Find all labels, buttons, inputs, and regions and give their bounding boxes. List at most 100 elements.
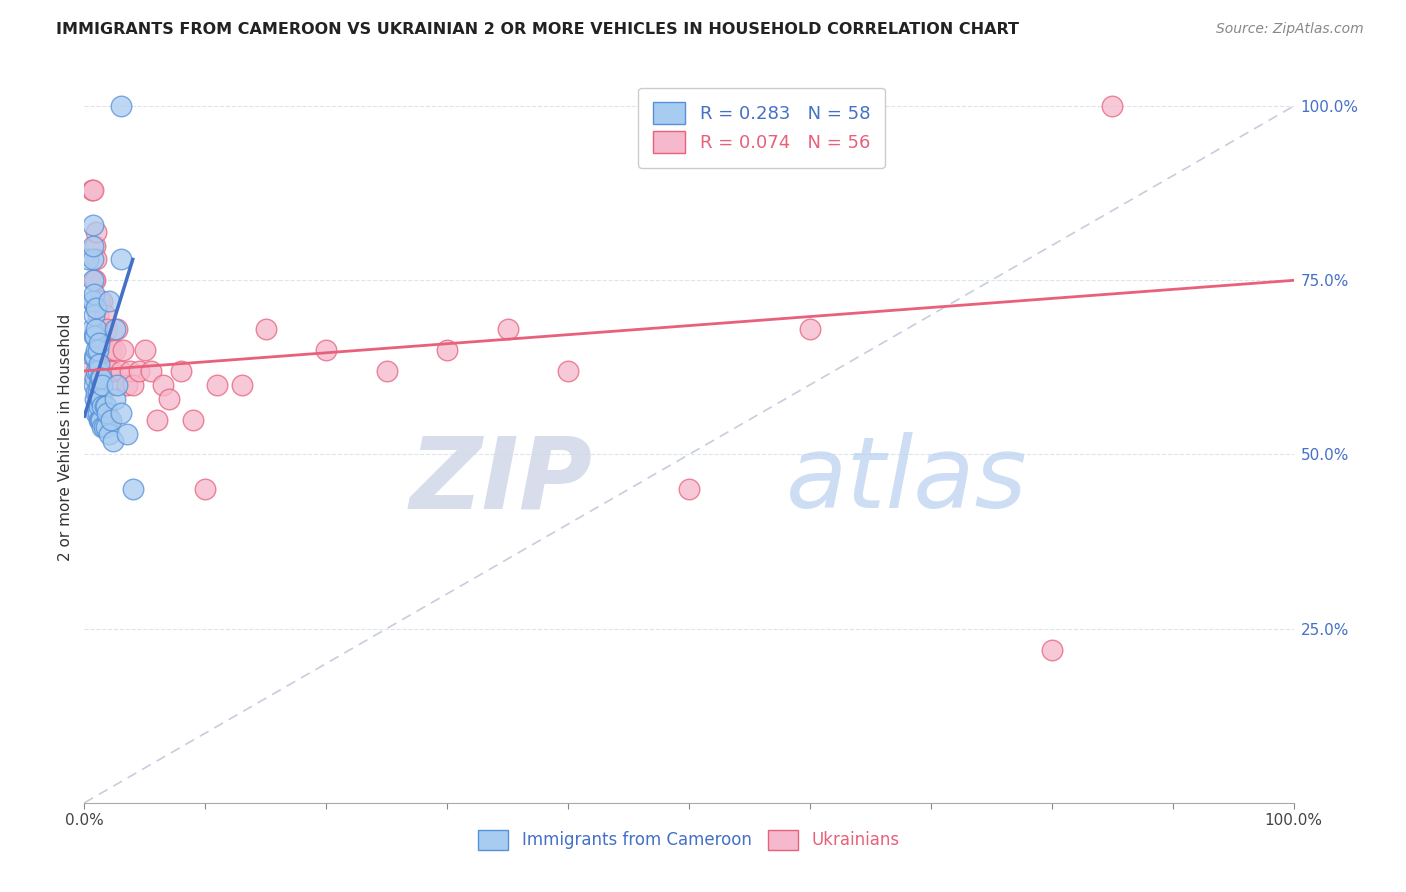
Point (170, 364, 193, 378)
Point (315, 343, 337, 357)
Point (91, 399, 114, 413)
Point (678, 483, 700, 497)
Point (181, 412, 204, 426)
Point (89, 392, 111, 406)
Point (121, 483, 143, 497)
Point (94, 412, 117, 426)
Point (89, 412, 111, 426)
Point (82, 218, 104, 232)
Point (94, 399, 117, 413)
Point (80, 183, 103, 197)
Point (82, 183, 104, 197)
Point (110, 364, 132, 378)
Point (96, 322, 118, 336)
Point (90, 412, 112, 426)
Point (104, 343, 127, 357)
Point (91, 392, 114, 406)
Point (86, 225, 108, 239)
Text: atlas: atlas (786, 433, 1028, 530)
Point (83, 350, 105, 364)
Point (91, 419, 114, 434)
Point (82, 294, 104, 309)
Point (83, 377, 105, 392)
Point (104, 392, 127, 406)
Point (496, 322, 519, 336)
Point (86, 406, 108, 420)
Point (157, 392, 180, 406)
Point (103, 434, 125, 448)
Point (96, 406, 118, 420)
Point (84, 350, 107, 364)
Point (86, 364, 108, 378)
Point (83, 294, 105, 309)
Point (83, 273, 105, 287)
Point (112, 343, 135, 357)
Point (98, 377, 121, 392)
Point (84, 238, 107, 252)
Point (86, 384, 108, 399)
Point (94, 399, 117, 413)
Point (80, 322, 103, 336)
Point (100, 412, 122, 426)
Point (94, 419, 117, 434)
Point (86, 384, 108, 399)
Point (134, 343, 156, 357)
Point (83, 308, 105, 322)
Point (87, 294, 110, 309)
Text: Source: ZipAtlas.com: Source: ZipAtlas.com (1216, 22, 1364, 37)
Point (139, 364, 162, 378)
Point (86, 301, 108, 316)
Point (105, 322, 128, 336)
Point (254, 322, 277, 336)
Point (101, 364, 124, 378)
Point (115, 426, 138, 441)
Point (115, 377, 138, 392)
Legend: Immigrants from Cameroon, Ukrainians: Immigrants from Cameroon, Ukrainians (471, 823, 907, 856)
Point (799, 322, 821, 336)
Point (94, 343, 117, 357)
Point (1101, 99, 1123, 113)
Point (87, 399, 110, 413)
Point (110, 252, 132, 267)
Point (90, 371, 112, 385)
Point (146, 412, 169, 426)
Point (87, 336, 110, 351)
Point (87, 357, 110, 371)
Point (93, 343, 115, 357)
Point (83, 329, 105, 343)
Point (97, 412, 120, 426)
Point (86, 308, 108, 322)
Point (86, 406, 108, 420)
Point (82, 252, 104, 267)
Point (104, 322, 127, 336)
Point (436, 343, 458, 357)
Y-axis label: 2 or more Vehicles in Household: 2 or more Vehicles in Household (58, 313, 73, 561)
Point (91, 322, 114, 336)
Point (87, 377, 110, 392)
Point (97, 426, 120, 441)
Text: ZIP: ZIP (409, 433, 592, 530)
Point (120, 364, 142, 378)
Point (86, 364, 108, 378)
Point (86, 343, 108, 357)
Point (90, 392, 112, 406)
Point (84, 329, 107, 343)
Point (87, 412, 110, 426)
Text: IMMIGRANTS FROM CAMEROON VS UKRAINIAN 2 OR MORE VEHICLES IN HOUSEHOLD CORRELATIO: IMMIGRANTS FROM CAMEROON VS UKRAINIAN 2 … (56, 22, 1019, 37)
Point (90, 364, 112, 378)
Point (86, 343, 108, 357)
Point (110, 99, 132, 113)
Point (94, 308, 117, 322)
Point (1040, 642, 1063, 657)
Point (194, 483, 217, 497)
Point (97, 294, 120, 309)
Point (89, 371, 111, 385)
Point (84, 273, 107, 287)
Point (128, 364, 150, 378)
Point (84, 371, 107, 385)
Point (80, 294, 103, 309)
Point (110, 406, 132, 420)
Point (84, 392, 107, 406)
Point (89, 322, 111, 336)
Point (86, 322, 108, 336)
